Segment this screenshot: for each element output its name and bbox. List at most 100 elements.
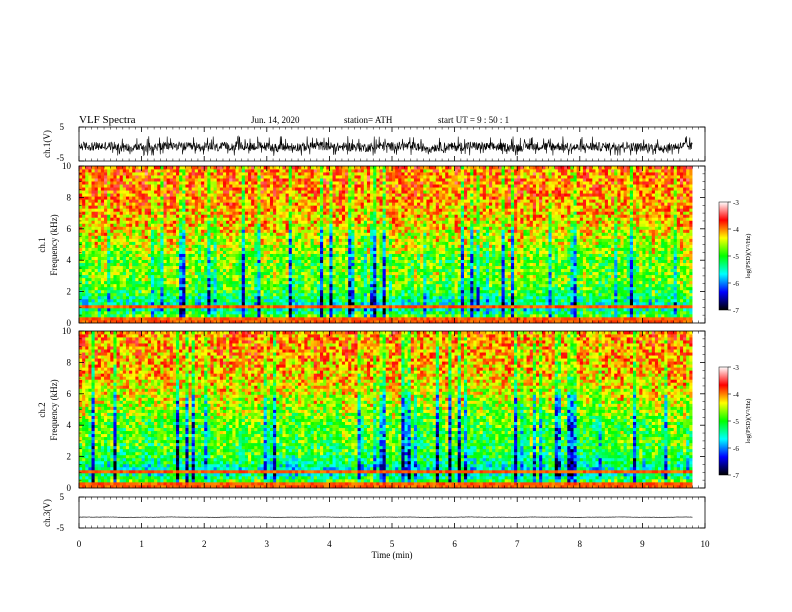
spectrogram-cell	[244, 268, 249, 273]
spectrogram-cell	[241, 292, 246, 297]
spectrogram-cell	[147, 220, 152, 224]
spectrogram-cell	[100, 223, 105, 227]
spectrogram-cell	[163, 232, 168, 236]
spectrogram-cell	[341, 292, 346, 297]
spectrogram-cell	[348, 301, 352, 306]
spectrogram-cell	[169, 319, 174, 324]
spectrogram-cell	[310, 265, 315, 270]
spectrogram-cell	[357, 244, 362, 248]
spectrogram-cell	[88, 226, 92, 230]
spectrogram-cell	[351, 259, 355, 264]
spectrogram-cell	[248, 271, 252, 276]
spectrogram-cell	[254, 268, 258, 273]
spectrogram-cell	[188, 313, 193, 318]
spectrogram-cell	[338, 265, 343, 270]
spectrogram-cell	[326, 193, 330, 197]
spectrogram-cell	[291, 199, 296, 203]
spectrogram-cell	[204, 262, 208, 267]
spectrogram-cell	[332, 217, 337, 221]
spectrogram-cell	[326, 232, 330, 236]
spectrogram-cell	[348, 205, 352, 209]
spectrogram-cell	[85, 256, 89, 260]
spectrogram-cell	[251, 298, 255, 303]
spectrogram-cell	[79, 175, 83, 179]
spectrogram-cell	[345, 292, 349, 297]
spectrogram-cell	[248, 274, 252, 279]
spectrogram-cell	[276, 172, 280, 176]
spectrogram-cell	[235, 262, 240, 267]
spectrogram-cell	[160, 238, 164, 242]
spectrogram-cell	[144, 172, 149, 176]
spectrogram-cell	[154, 313, 158, 318]
spectrogram-cell	[254, 247, 258, 251]
spectrogram-cell	[141, 295, 146, 300]
spectrogram-cell	[185, 271, 189, 276]
spectrogram-cell	[125, 199, 130, 203]
spectrogram-cell	[357, 295, 362, 300]
spectrogram-cell	[119, 211, 124, 215]
spectrogram-cell	[313, 262, 318, 267]
spectrogram-cell	[141, 223, 146, 227]
spectrogram-cell	[97, 292, 102, 297]
spectrogram-cell	[107, 247, 111, 251]
spectrogram-cell	[313, 220, 318, 224]
spectrogram-cell	[219, 184, 224, 188]
spectrogram-cell	[141, 307, 146, 312]
spectrogram-cell	[122, 220, 127, 224]
spectrogram-cell	[360, 289, 365, 294]
spectrogram-cell	[163, 169, 168, 173]
spectrogram-cell	[273, 307, 277, 312]
spectrogram-cell	[232, 232, 236, 236]
spectrogram-cell	[157, 289, 161, 294]
spectrogram-cell	[125, 166, 130, 170]
spectrogram-cell	[154, 274, 158, 279]
spectrogram-cell	[172, 271, 177, 276]
spectrogram-cell	[244, 202, 249, 206]
spectrogram-cell	[188, 181, 193, 185]
spectrogram-cell	[320, 241, 324, 245]
spectrogram-cell	[210, 172, 214, 176]
spectrogram-cell	[298, 301, 302, 306]
spectrogram-cell	[263, 286, 268, 291]
spectrogram-cell	[248, 295, 252, 300]
spectrogram-cell	[269, 265, 274, 270]
spectrogram-cell	[254, 199, 258, 203]
spectrogram-cell	[125, 223, 130, 227]
spectrogram-cell	[207, 286, 211, 291]
spectrogram-cell	[301, 217, 305, 221]
spectrogram-cell	[125, 229, 130, 233]
spectrogram-cell	[335, 175, 340, 179]
spectrogram-cell	[285, 304, 290, 309]
spectrogram-cell	[150, 274, 155, 279]
spectrogram-cell	[235, 193, 240, 197]
spectrogram-cell	[351, 187, 355, 191]
spectrogram-cell	[172, 295, 177, 300]
spectrogram-cell	[150, 205, 155, 209]
spectrogram-cell	[88, 292, 92, 297]
spectrogram-cell	[285, 280, 290, 285]
spectrogram-cell	[310, 205, 315, 209]
spectrogram-cell	[191, 178, 196, 182]
spectrogram-cell	[122, 301, 127, 306]
spectrogram-cell	[235, 247, 240, 251]
spectrogram-cell	[269, 178, 274, 182]
spectrogram-cell	[97, 262, 102, 267]
spectrogram-cell	[276, 271, 280, 276]
spectrogram-cell	[157, 232, 161, 236]
spectrogram-cell	[338, 199, 343, 203]
spectrogram-cell	[304, 253, 308, 257]
spectrogram-cell	[323, 184, 327, 188]
spectrogram-cell	[188, 175, 193, 179]
spectrogram-cell	[176, 247, 180, 251]
spectrogram-cell	[144, 169, 149, 173]
spectrogram-cell	[222, 268, 227, 273]
spectrogram-cell	[197, 214, 202, 218]
spectrogram-cell	[176, 217, 180, 221]
spectrogram-cell	[222, 298, 227, 303]
spectrogram-cell	[154, 244, 158, 248]
spectrogram-cell	[238, 169, 243, 173]
spectrogram-cell	[360, 292, 365, 297]
spectrogram-cell	[182, 259, 186, 264]
spectrogram-cell	[313, 295, 318, 300]
spectrogram-cell	[316, 202, 321, 206]
